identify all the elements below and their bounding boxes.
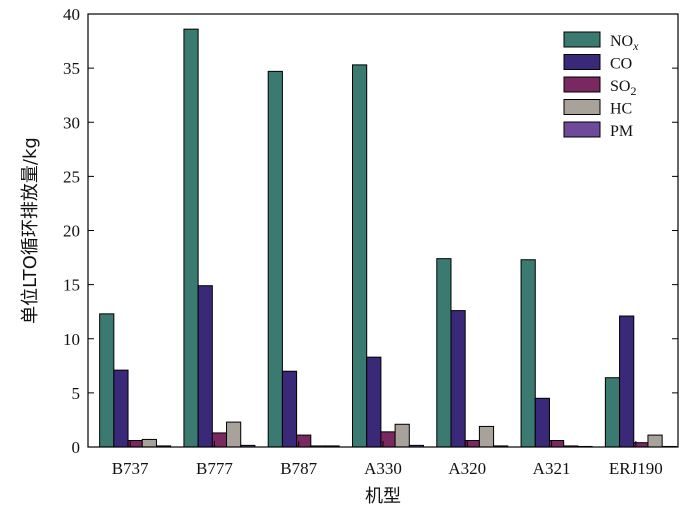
legend-label-base: SO — [610, 78, 630, 95]
x-tick-label: B737 — [112, 459, 149, 478]
bar-co-b777 — [197, 285, 213, 448]
x-tick-label: B777 — [196, 459, 233, 478]
x-tick-label: A320 — [448, 459, 486, 478]
bar-hc-erj190 — [647, 434, 663, 448]
bar-nox-a330 — [352, 64, 368, 448]
x-tick-label: B787 — [280, 459, 317, 478]
legend-label-base: HC — [610, 101, 632, 118]
legend-swatch-co — [563, 54, 601, 70]
y-tick-label: 15 — [63, 276, 80, 295]
x-tick-label: A330 — [364, 459, 402, 478]
bar-nox-erj190 — [604, 377, 621, 448]
bar-nox-a321 — [520, 259, 536, 448]
y-tick-label: 10 — [63, 330, 80, 349]
y-tick-label: 0 — [72, 438, 81, 457]
legend-label-subscript: x — [632, 39, 639, 53]
y-tick-label: 20 — [63, 222, 80, 241]
legend-label-so2: SO2 — [610, 78, 636, 98]
x-tick-label: ERJ190 — [609, 459, 663, 478]
legend-label-base: CO — [610, 56, 632, 73]
bar-co-b787 — [281, 370, 298, 448]
legend-label-nox: NOx — [610, 33, 639, 53]
bar-hc-b737 — [141, 438, 157, 448]
bar-hc-a330 — [394, 423, 410, 448]
bar-nox-b777 — [183, 28, 199, 448]
y-tick-label: 40 — [63, 5, 80, 24]
bar-co-a330 — [366, 356, 382, 448]
x-axis-ticks: B737 B777 B787 A330 A320 A321 ERJ190 — [112, 441, 663, 478]
bar-nox-b787 — [267, 70, 283, 448]
y-tick-label: 5 — [72, 384, 81, 403]
bar-hc-a320 — [478, 425, 495, 448]
legend-label-base: PM — [610, 123, 633, 140]
bar-nox-b737 — [99, 313, 115, 448]
bar-co-b737 — [113, 369, 129, 448]
bar-hc-b777 — [226, 421, 242, 448]
legend-label-pm: PM — [610, 123, 633, 140]
legend-label-hc: HC — [610, 101, 632, 118]
legend-swatch-pm — [563, 121, 601, 138]
x-tick-label: A321 — [533, 459, 571, 478]
bar-co-a321 — [534, 397, 550, 448]
legend-swatch-nox — [563, 31, 601, 48]
y-tick-label: 30 — [63, 113, 80, 132]
legend-label-subscript: 2 — [630, 84, 636, 98]
legend-swatch-so2 — [563, 76, 601, 93]
y-axis-title: 单位LTO循环排放量/kg — [20, 137, 41, 324]
legend-swatch-hc — [563, 99, 601, 115]
y-tick-label: 25 — [63, 167, 80, 186]
bar-nox-a320 — [436, 258, 452, 448]
y-tick-label: 35 — [63, 59, 80, 78]
y-axis-ticks: 0 5 10 15 20 25 30 35 40 — [63, 5, 678, 457]
bar-co-a320 — [450, 310, 466, 448]
bar-co-erj190 — [619, 315, 635, 448]
legend-label-co: CO — [610, 56, 632, 73]
legend-label-base: NO — [610, 33, 633, 50]
x-axis-title: 机型 — [365, 486, 401, 507]
